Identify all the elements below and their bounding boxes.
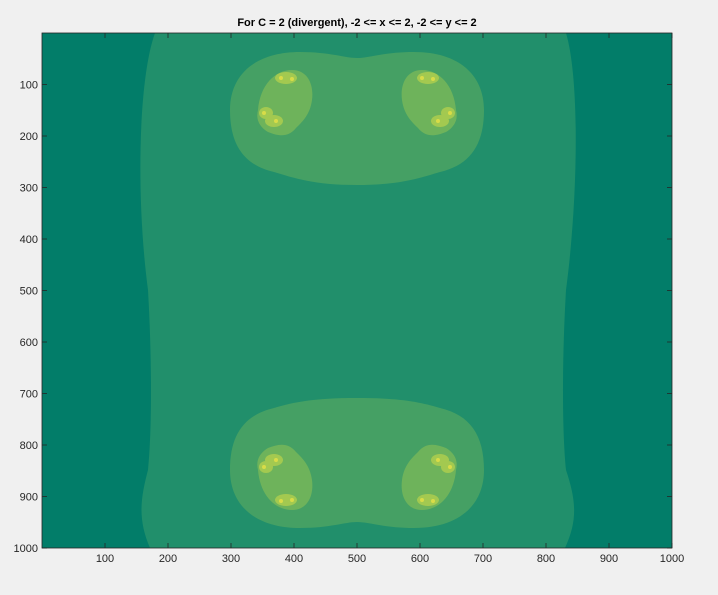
y-axis: 100 200 300 400 500 600 700 800 900 1000 [14,80,672,555]
spot [290,77,294,81]
spot [417,72,439,84]
spot [290,498,294,502]
x-tick-label: 300 [222,553,240,565]
x-tick-label: 1000 [660,553,684,565]
spot [275,494,297,506]
y-tick-label: 500 [20,286,38,298]
x-tick-label: 100 [96,553,114,565]
spot [279,76,283,80]
spot [274,458,278,462]
spot [275,72,297,84]
spot [420,498,424,502]
spot [274,119,278,123]
x-tick-label: 800 [537,553,555,565]
spot [420,76,424,80]
plot-area: 100 200 300 400 500 600 700 800 900 1000 100 200 30… [14,32,684,565]
x-tick-label: 400 [285,553,303,565]
heatmap-level-1 [140,33,576,548]
spot [431,499,435,503]
heatmap-level-5-spots [262,76,452,503]
spot [431,77,435,81]
x-tick-label: 500 [348,553,366,565]
y-tick-label: 700 [20,389,38,401]
spot [448,465,452,469]
spot [417,494,439,506]
y-tick-label: 1000 [14,543,38,555]
spot [448,111,452,115]
y-tick-label: 200 [20,131,38,143]
heatmap-image [42,33,672,548]
y-tick-label: 600 [20,337,38,349]
spot [262,465,266,469]
x-tick-label: 200 [159,553,177,565]
x-tick-label: 600 [411,553,429,565]
y-tick-label: 100 [20,80,38,92]
x-axis: 100 200 300 400 500 600 700 800 900 1000 [96,33,684,565]
spot [279,499,283,503]
spot [436,119,440,123]
chart-title: For C = 2 (divergent), -2 <= x <= 2, -2 … [237,17,476,29]
y-tick-label: 800 [20,440,38,452]
y-tick-label: 400 [20,234,38,246]
spot [262,111,266,115]
spot [436,458,440,462]
x-tick-label: 700 [474,553,492,565]
x-tick-label: 900 [600,553,618,565]
y-tick-label: 300 [20,183,38,195]
y-tick-label: 900 [20,492,38,504]
